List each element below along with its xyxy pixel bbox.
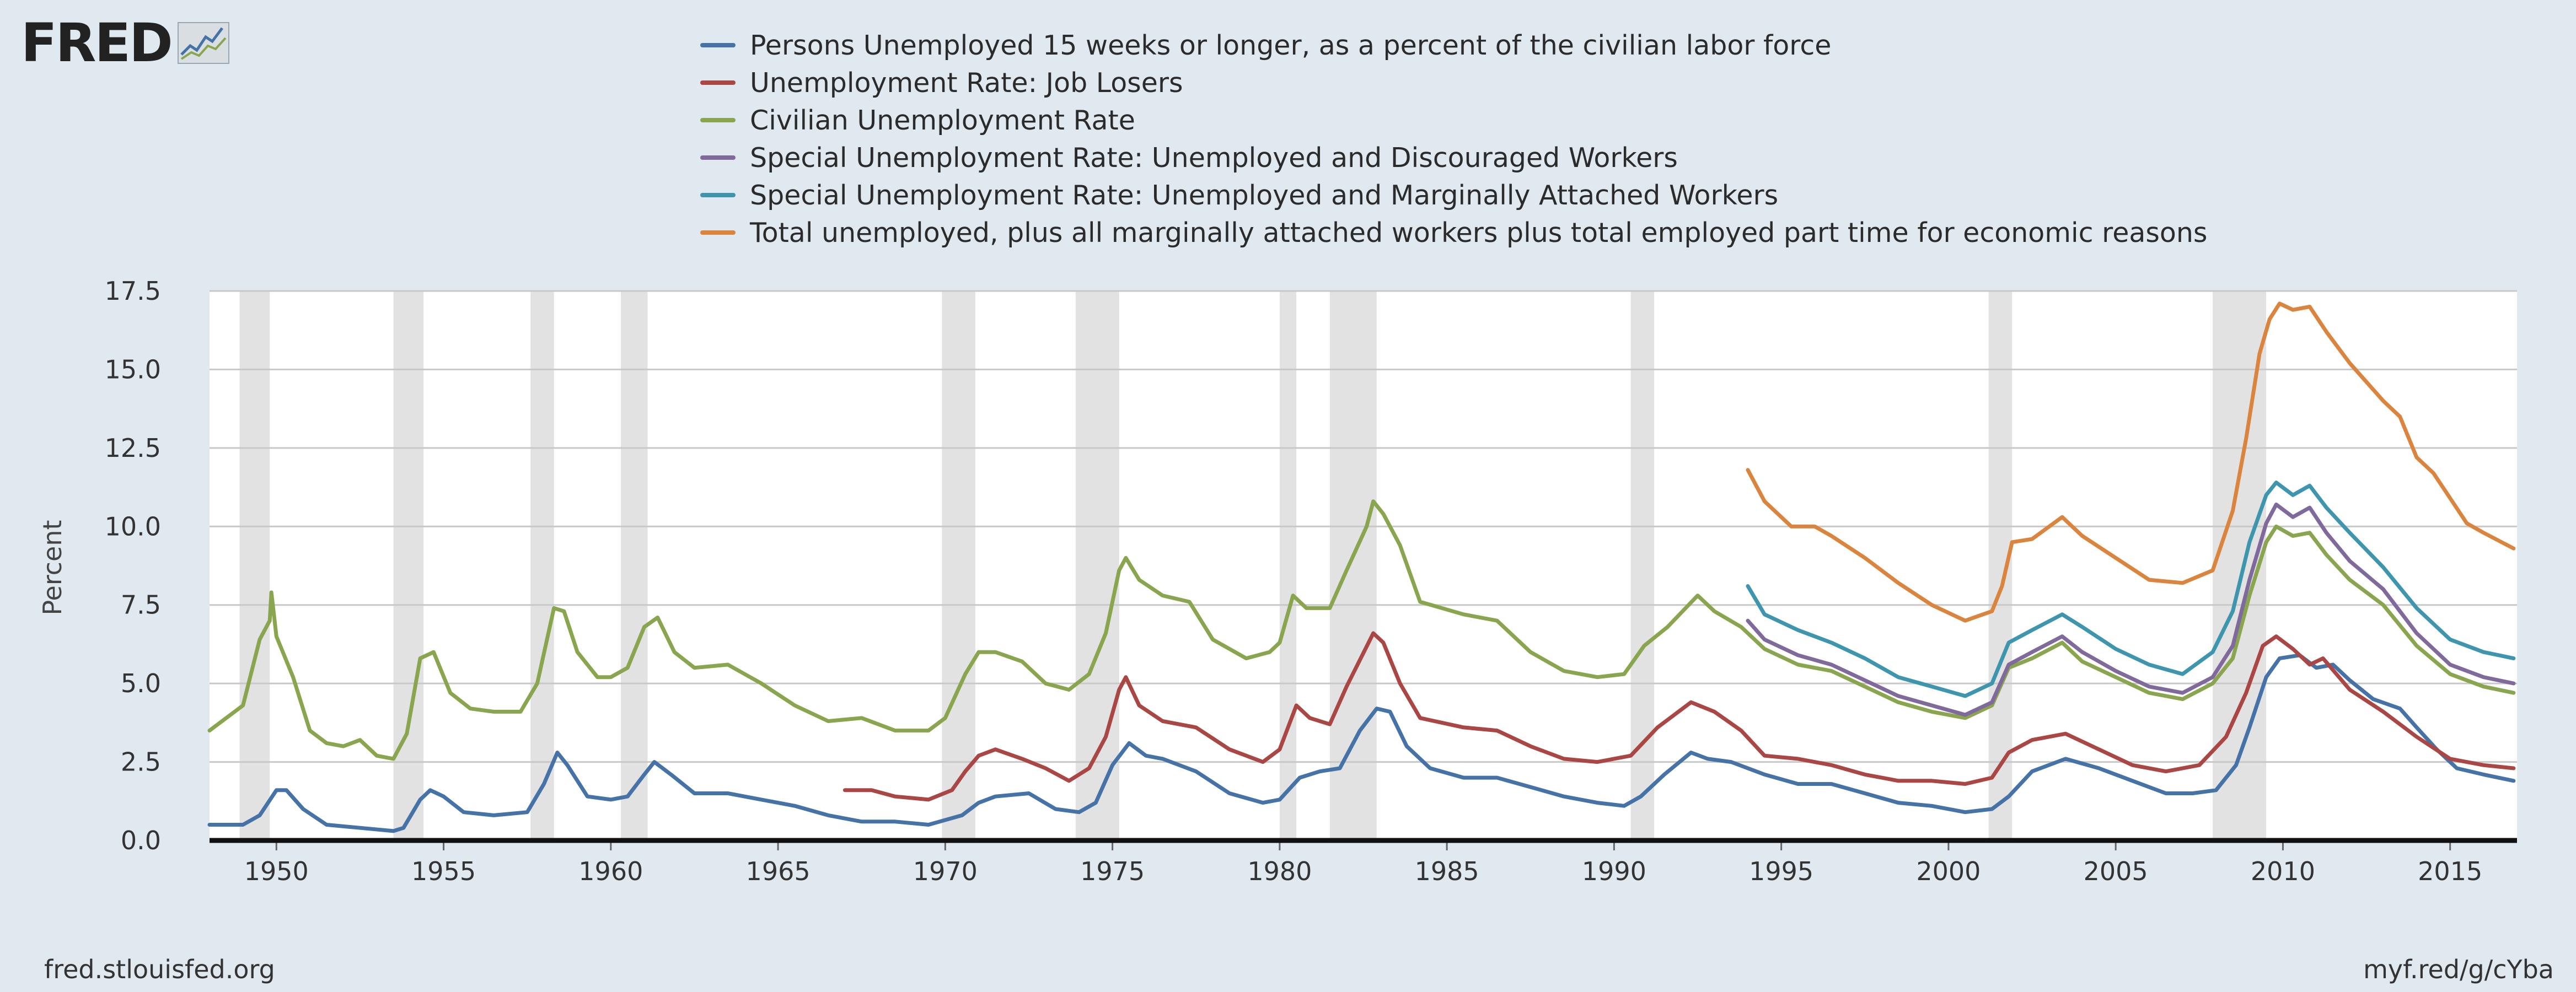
legend-swatch	[700, 43, 736, 47]
recession-band	[942, 291, 975, 840]
legend-swatch	[700, 230, 736, 235]
legend-item[interactable]: Unemployment Rate: Job Losers	[700, 64, 2207, 101]
legend-item[interactable]: Civilian Unemployment Rate	[700, 101, 2207, 139]
legend-label: Special Unemployment Rate: Unemployed an…	[750, 179, 1779, 211]
y-tick-label: 7.5	[121, 590, 161, 620]
logo-text: FRED	[21, 12, 173, 74]
chart-line-icon	[177, 22, 229, 64]
recession-band	[621, 291, 648, 840]
x-tick-label: 1950	[244, 856, 309, 886]
legend-swatch	[700, 155, 736, 160]
y-tick-label: 17.5	[105, 276, 161, 306]
legend-item[interactable]: Persons Unemployed 15 weeks or longer, a…	[700, 26, 2207, 64]
series-line	[842, 631, 2516, 802]
legend-swatch	[700, 80, 736, 85]
short-url-link[interactable]: myf.red/g/cYba	[2363, 955, 2554, 984]
x-tick-label: 2010	[2251, 856, 2315, 886]
series-line	[1746, 301, 2516, 623]
legend-label: Persons Unemployed 15 weeks or longer, a…	[750, 29, 1832, 61]
recession-band	[393, 291, 424, 840]
recession-band	[239, 291, 270, 840]
x-tick-label: 1955	[411, 856, 476, 886]
y-tick-label: 15.0	[105, 354, 161, 384]
legend-item[interactable]: Special Unemployment Rate: Unemployed an…	[700, 176, 2207, 214]
y-tick-label: 12.5	[105, 433, 161, 463]
legend-swatch	[700, 193, 736, 197]
recession-band	[1279, 291, 1297, 840]
legend-swatch	[700, 118, 736, 122]
x-tick-label: 1990	[1582, 856, 1646, 886]
series-line	[207, 653, 2516, 833]
x-tick-label: 1970	[913, 856, 978, 886]
legend-label: Special Unemployment Rate: Unemployed an…	[750, 142, 1678, 174]
recession-band	[1630, 291, 1655, 840]
legend-item[interactable]: Total unemployed, plus all marginally at…	[700, 214, 2207, 251]
x-tick-label: 2000	[1916, 856, 1981, 886]
series-line	[207, 499, 2516, 761]
fred-logo[interactable]: FRED	[21, 17, 230, 69]
legend-label: Unemployment Rate: Job Losers	[750, 67, 1183, 99]
y-tick-label: 10.0	[105, 511, 161, 541]
x-tick-label: 1995	[1749, 856, 1813, 886]
legend-item[interactable]: Special Unemployment Rate: Unemployed an…	[700, 139, 2207, 176]
recession-band	[1075, 291, 1119, 840]
legend-label: Total unemployed, plus all marginally at…	[750, 217, 2208, 249]
source-link[interactable]: fred.stlouisfed.org	[44, 955, 275, 984]
recession-band	[530, 291, 554, 840]
x-tick-label: 2005	[2084, 856, 2148, 886]
chart-legend: Persons Unemployed 15 weeks or longer, a…	[700, 26, 2207, 251]
y-tick-label: 5.0	[121, 668, 161, 698]
x-tick-label: 2015	[2418, 856, 2482, 886]
y-tick-label: 2.5	[121, 747, 161, 777]
x-tick-label: 1975	[1080, 856, 1145, 886]
x-tick-label: 1960	[578, 856, 643, 886]
x-tick-label: 1980	[1247, 856, 1312, 886]
legend-label: Civilian Unemployment Rate	[750, 104, 1135, 136]
series-line	[1746, 502, 2516, 717]
x-tick-label: 1965	[746, 856, 811, 886]
y-tick-label: 0.0	[121, 826, 161, 855]
recession-band	[1329, 291, 1377, 840]
series-line	[1746, 481, 2516, 698]
x-tick-label: 1985	[1415, 856, 1479, 886]
